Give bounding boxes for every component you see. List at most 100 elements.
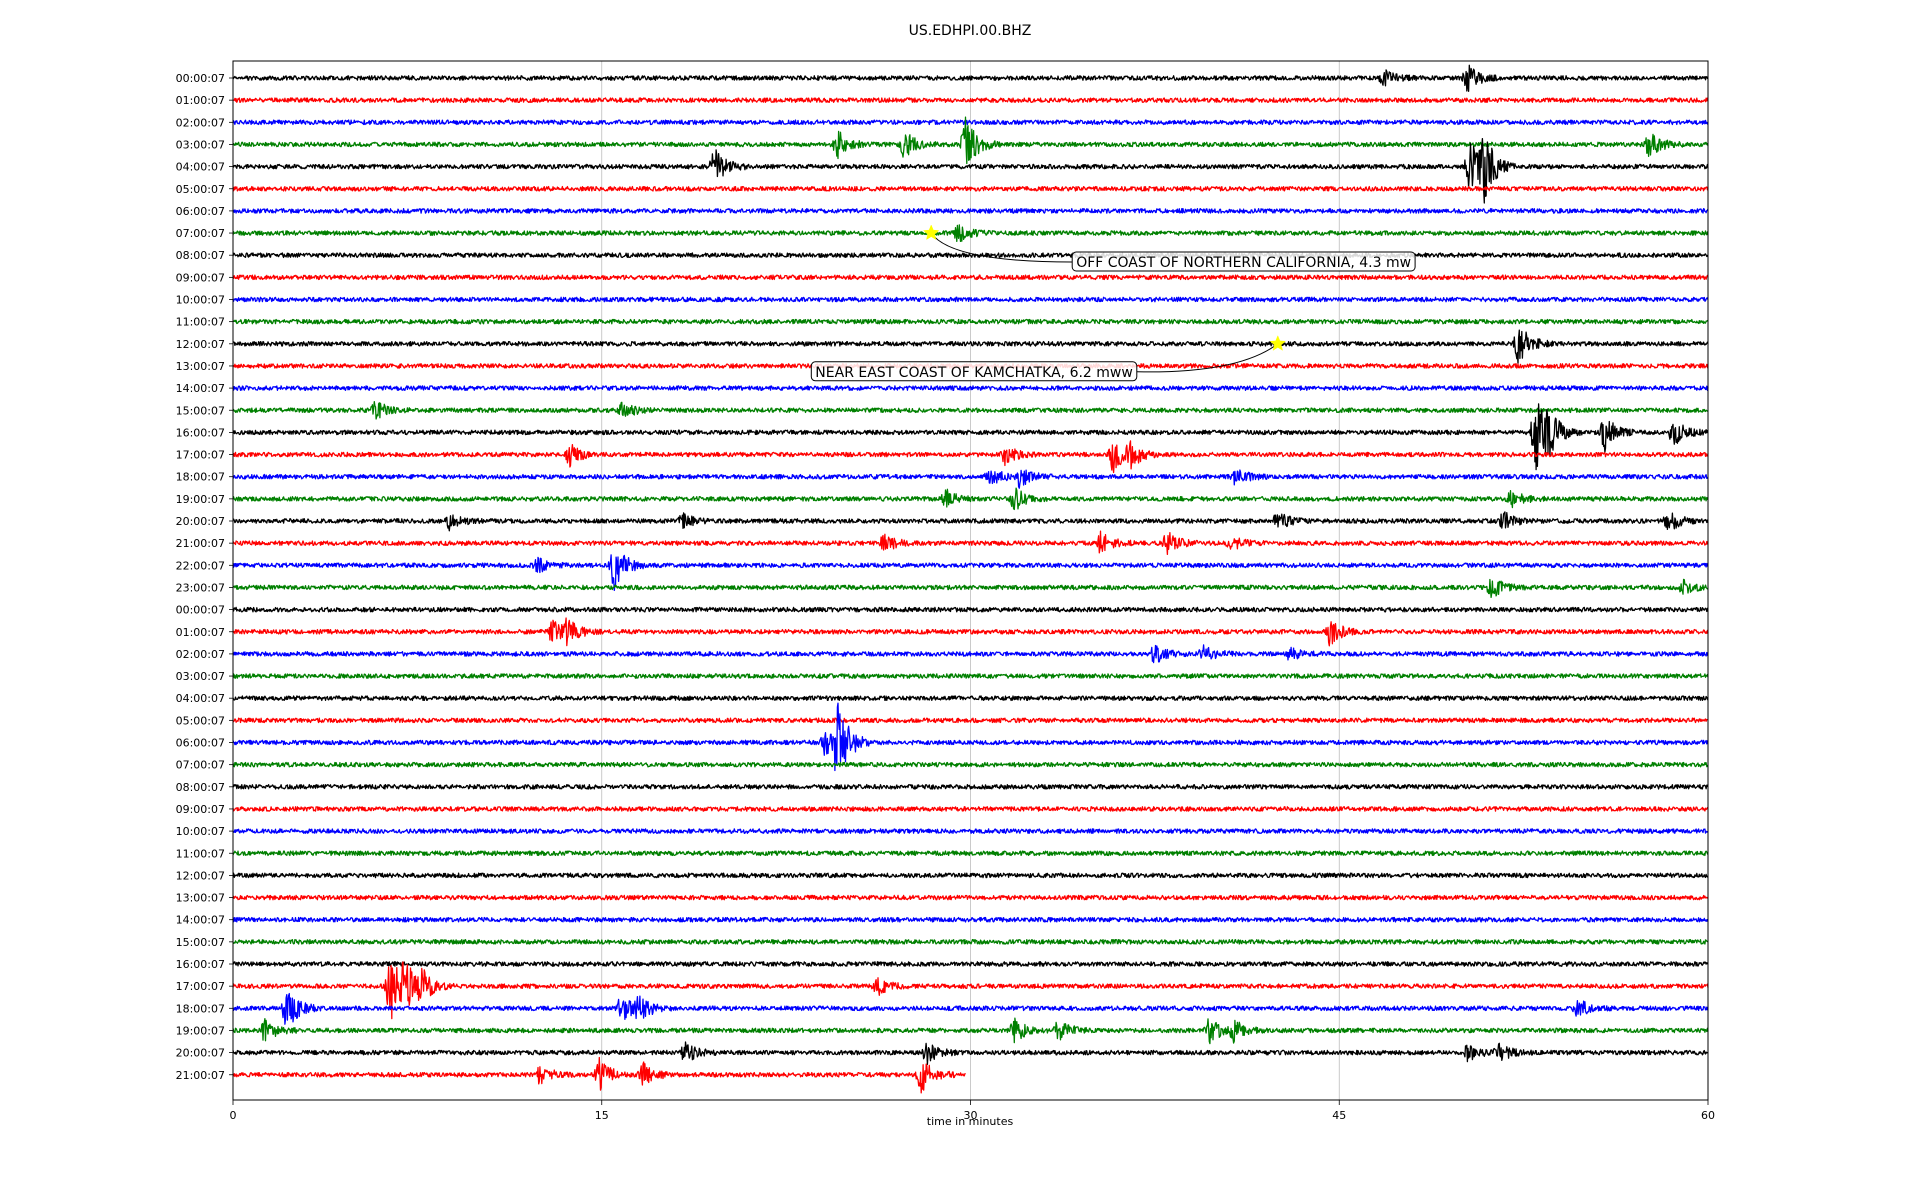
- y-tick-label-27: 03:00:07: [176, 670, 225, 683]
- y-tick-label-40: 16:00:07: [176, 958, 225, 971]
- trace-row-0: [232, 64, 1709, 92]
- trace-row-40: [232, 961, 1709, 967]
- trace-row-29: [232, 717, 1709, 724]
- y-tick-label-0: 00:00:07: [176, 72, 225, 85]
- annotation-text-1: NEAR EAST COAST OF KAMCHATKA, 6.2 mww: [815, 365, 1133, 381]
- x-tick-label-0: 0: [230, 1109, 237, 1122]
- annotation-text-0: OFF COAST OF NORTHERN CALIFORNIA, 4.3 mw: [1076, 255, 1411, 271]
- y-tick-label-31: 07:00:07: [176, 759, 225, 772]
- trace-row-18: [232, 469, 1709, 489]
- trace-row-30: [232, 702, 1709, 772]
- y-tick-label-38: 14:00:07: [176, 914, 225, 927]
- annotation-box-1: [810, 361, 1138, 382]
- x-tick-labels: 0 15 30 45 60: [230, 1100, 1715, 1122]
- trace-row-6: [232, 208, 1709, 214]
- x-axis-label: time in minutes: [927, 1115, 1014, 1128]
- x-tick-label-2: 30: [964, 1109, 978, 1122]
- x-tick-label-3: 45: [1332, 1109, 1346, 1122]
- trace-row-17: [232, 440, 1709, 474]
- trace-row-37: [232, 894, 1709, 901]
- trace-row-35: [232, 850, 1709, 857]
- event-star-marker-0: [922, 224, 940, 241]
- y-tick-label-19: 19:00:07: [176, 493, 225, 506]
- trace-row-22: [232, 554, 1709, 592]
- trace-row-38: [232, 916, 1709, 923]
- trace-row-1: [232, 97, 1709, 103]
- y-tick-label-32: 08:00:07: [176, 781, 225, 794]
- trace-row-43: [232, 1017, 1709, 1045]
- y-tick-label-3: 03:00:07: [176, 138, 225, 151]
- trace-row-45: [232, 1056, 966, 1094]
- x-tick-label-1: 15: [595, 1109, 609, 1122]
- trace-row-24: [232, 606, 1709, 613]
- y-tick-label-17: 17:00:07: [176, 449, 225, 462]
- y-tick-label-16: 16:00:07: [176, 426, 225, 439]
- y-tick-label-34: 10:00:07: [176, 825, 225, 838]
- trace-row-44: [232, 1041, 1709, 1065]
- chart-title: US.EDHPI.00.BHZ: [909, 23, 1032, 39]
- y-tick-label-8: 08:00:07: [176, 249, 225, 262]
- trace-row-27: [232, 673, 1709, 679]
- y-tick-labels: 00:00:07 01:00:07 02:00:07 03:00:07 04:00:07…: [176, 72, 233, 1082]
- trace-row-10: [232, 296, 1709, 303]
- trace-row-16: [232, 403, 1709, 471]
- trace-row-19: [232, 487, 1709, 511]
- y-tick-label-5: 05:00:07: [176, 183, 225, 196]
- y-tick-label-14: 14:00:07: [176, 382, 225, 395]
- traces-layer: [232, 64, 1709, 1094]
- y-tick-label-1: 01:00:07: [176, 94, 225, 107]
- y-tick-label-6: 06:00:07: [176, 205, 225, 218]
- y-tick-label-35: 11:00:07: [176, 847, 225, 860]
- trace-row-15: [232, 401, 1709, 420]
- y-tick-label-37: 13:00:07: [176, 892, 225, 905]
- trace-row-34: [232, 828, 1709, 834]
- trace-row-11: [232, 318, 1709, 325]
- y-tick-label-4: 04:00:07: [176, 161, 225, 174]
- trace-row-4: [232, 137, 1709, 204]
- y-tick-label-24: 00:00:07: [176, 604, 225, 617]
- trace-row-9: [232, 274, 1709, 281]
- y-tick-label-41: 17:00:07: [176, 980, 225, 993]
- y-tick-label-28: 04:00:07: [176, 692, 225, 705]
- trace-row-20: [232, 511, 1709, 532]
- y-tick-label-45: 21:00:07: [176, 1069, 225, 1082]
- annotations-layer: OFF COAST OF NORTHERN CALIFORNIA, 4.3 mw…: [810, 224, 1416, 382]
- trace-row-2: [232, 119, 1709, 126]
- y-tick-label-11: 11:00:07: [176, 316, 225, 329]
- y-tick-label-25: 01:00:07: [176, 626, 225, 639]
- y-tick-label-20: 20:00:07: [176, 515, 225, 528]
- trace-row-21: [232, 530, 1709, 556]
- trace-row-28: [232, 695, 1709, 702]
- y-tick-label-9: 09:00:07: [176, 271, 225, 284]
- y-tick-label-23: 23:00:07: [176, 581, 225, 594]
- y-tick-label-12: 12:00:07: [176, 338, 225, 351]
- y-tick-label-42: 18:00:07: [176, 1002, 225, 1015]
- y-tick-label-39: 15:00:07: [176, 936, 225, 949]
- annotation-0: OFF COAST OF NORTHERN CALIFORNIA, 4.3 mw: [922, 224, 1416, 272]
- trace-row-25: [232, 617, 1709, 647]
- y-tick-label-13: 13:00:07: [176, 360, 225, 373]
- trace-row-8: [232, 252, 1709, 259]
- trace-row-14: [232, 385, 1709, 391]
- trace-row-31: [232, 761, 1709, 768]
- y-tick-label-44: 20:00:07: [176, 1047, 225, 1060]
- trace-row-39: [232, 939, 1709, 945]
- y-tick-label-43: 19:00:07: [176, 1024, 225, 1037]
- y-tick-label-2: 02:00:07: [176, 116, 225, 129]
- annotation-box-0: [1071, 251, 1416, 272]
- trace-row-33: [232, 806, 1709, 812]
- annotation-connector-1: [1136, 343, 1279, 373]
- grid-layer: [601, 61, 1340, 1100]
- trace-row-3: [232, 116, 1709, 165]
- x-tick-label-4: 60: [1701, 1109, 1715, 1122]
- trace-row-36: [232, 872, 1709, 879]
- trace-row-23: [232, 578, 1709, 599]
- event-star-marker-1: [1269, 335, 1287, 351]
- trace-row-7: [232, 224, 1709, 243]
- y-tick-label-15: 15:00:07: [176, 404, 225, 417]
- trace-row-12: [232, 329, 1709, 364]
- trace-row-5: [232, 185, 1709, 192]
- y-tick-label-21: 21:00:07: [176, 537, 225, 550]
- trace-row-26: [232, 644, 1709, 664]
